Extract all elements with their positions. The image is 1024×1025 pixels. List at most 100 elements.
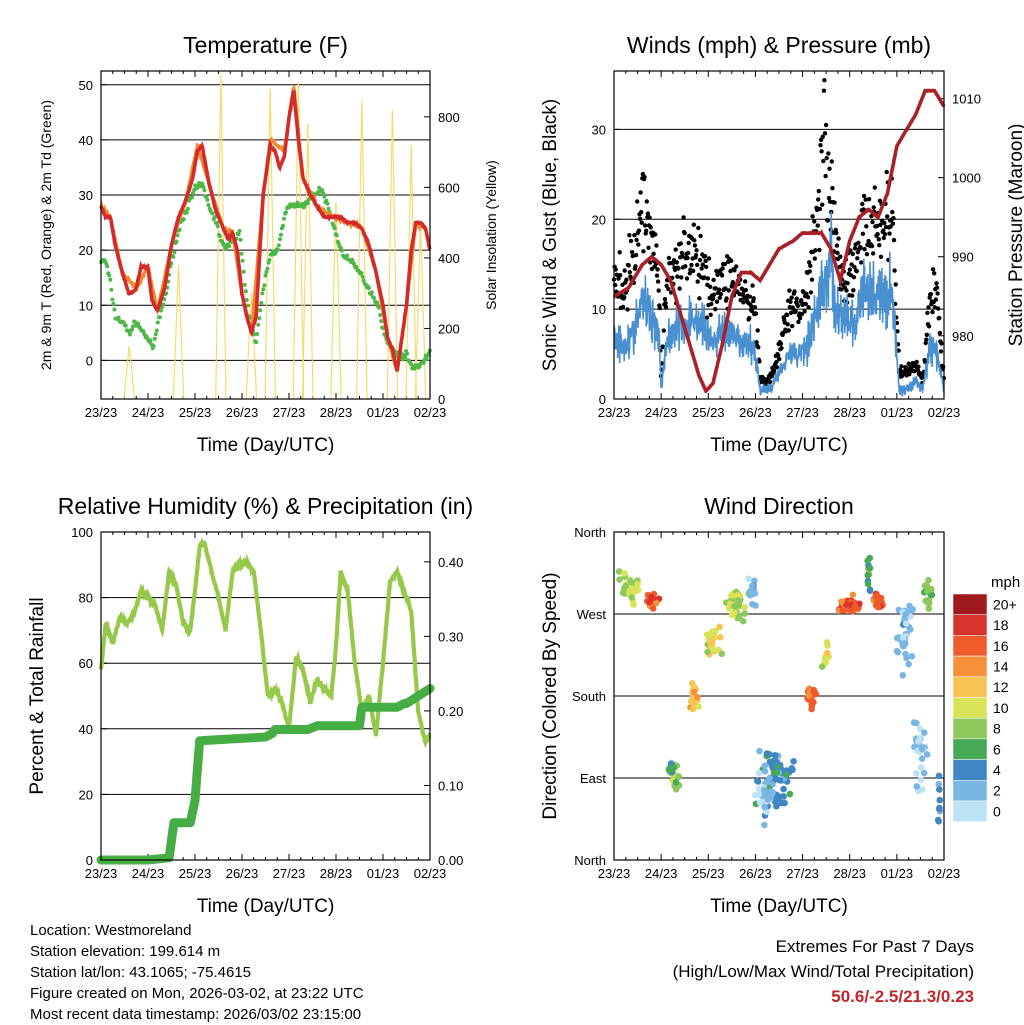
x-axis-label: Time (Day/UTC) xyxy=(197,435,335,456)
dewpoint-point xyxy=(174,239,179,244)
gust-point xyxy=(728,258,734,263)
gust-point xyxy=(816,188,821,194)
gust-point xyxy=(877,243,882,248)
x-tick-label: 23/23 xyxy=(598,405,631,420)
gust-point xyxy=(792,289,797,294)
direction-point xyxy=(689,680,696,687)
gust-point xyxy=(714,299,720,304)
dewpoint-point xyxy=(261,287,266,292)
dewpoint-point xyxy=(159,308,163,313)
gust-point xyxy=(941,364,946,369)
gust-point xyxy=(882,232,888,237)
dewpoint-point xyxy=(240,258,245,263)
direction-point xyxy=(934,816,942,824)
direction-point xyxy=(628,594,636,601)
gust-point xyxy=(709,301,714,307)
gust-point xyxy=(884,169,889,175)
x-axis-label: Time (Day/UTC) xyxy=(710,435,848,456)
location-text: Location: Westmoreland xyxy=(30,922,192,939)
gust-point xyxy=(937,330,943,336)
direction-point xyxy=(913,770,920,777)
gust-point xyxy=(710,296,716,301)
gust-point xyxy=(749,304,754,309)
gust-point xyxy=(633,264,638,269)
plot-border xyxy=(100,531,431,861)
gust-point xyxy=(882,220,887,226)
dewpoint-point xyxy=(332,226,337,231)
gust-point xyxy=(639,209,644,215)
direction-point xyxy=(789,766,796,774)
direction-point xyxy=(866,587,874,594)
gust-point xyxy=(680,254,685,259)
direction-point xyxy=(749,582,756,589)
extremes-subheading: (High/Low/Max Wind/Total Precipitation) xyxy=(672,962,974,981)
dewpoint-point xyxy=(322,194,327,199)
gust-point xyxy=(930,267,936,272)
dewpoint-point xyxy=(275,247,280,252)
gust-point xyxy=(870,251,876,256)
x-axis-label: Time (Day/UTC) xyxy=(197,896,335,917)
gust-point xyxy=(747,294,752,299)
direction-point xyxy=(768,788,775,795)
direction-point xyxy=(767,794,774,801)
direction-point xyxy=(851,603,859,610)
gust-point xyxy=(754,340,759,345)
gust-point xyxy=(686,240,691,246)
chart-title: Wind Direction xyxy=(704,493,854,519)
gust-point xyxy=(657,305,662,311)
gust-point xyxy=(661,328,666,333)
direction-point xyxy=(690,688,698,696)
x-tick-label: 26/23 xyxy=(226,405,259,420)
gust-point xyxy=(685,250,691,256)
dewpoint-point xyxy=(214,221,219,225)
gust-point xyxy=(724,296,729,301)
gust-point xyxy=(774,359,779,365)
dewpoint-point xyxy=(360,274,365,279)
gust-point xyxy=(891,237,897,243)
dewpoint-point xyxy=(181,217,186,222)
direction-point xyxy=(634,580,641,588)
gust-point xyxy=(813,248,818,253)
gust-point xyxy=(734,264,739,269)
dewpoint-point xyxy=(172,250,177,255)
gust-point xyxy=(935,291,940,296)
gust-point xyxy=(829,159,834,164)
gust-point xyxy=(774,365,780,370)
x-tick-label: 01/23 xyxy=(881,866,914,881)
direction-point xyxy=(866,564,874,572)
y-tick-label: 50 xyxy=(79,78,93,93)
gust-point xyxy=(629,250,635,255)
dewpoint-point xyxy=(277,237,282,242)
direction-point xyxy=(621,570,628,577)
gust-point xyxy=(777,356,782,362)
gust-point xyxy=(695,279,700,284)
legend-swatch xyxy=(952,780,988,802)
direction-point xyxy=(936,786,943,793)
gust-point xyxy=(855,256,860,261)
direction-point xyxy=(653,599,660,607)
gust-point xyxy=(938,349,944,354)
direction-point xyxy=(893,634,901,642)
gust-point xyxy=(834,243,840,248)
direction-point xyxy=(818,663,826,670)
x-tick-label: 25/23 xyxy=(692,866,725,881)
right-tick-label: 600 xyxy=(438,180,460,195)
direction-point xyxy=(709,646,716,653)
extremes-block: Extremes For Past 7 Days (High/Low/Max W… xyxy=(673,934,974,1009)
legend-swatch xyxy=(952,655,988,678)
dewpoint-point xyxy=(295,200,300,205)
dewpoint-point xyxy=(152,336,157,341)
dewpoint-point xyxy=(136,321,141,326)
direction-point xyxy=(808,702,816,709)
gust-point xyxy=(816,197,821,202)
dewpoint-point xyxy=(107,273,112,278)
y-tick-label: 20 xyxy=(79,243,93,258)
dewpoint-point xyxy=(377,305,382,310)
gust-point xyxy=(812,219,817,224)
gust-point xyxy=(663,301,668,306)
gust-point xyxy=(899,364,904,369)
gust-point xyxy=(711,292,717,297)
gust-point xyxy=(924,337,929,342)
gust-point xyxy=(839,287,844,292)
